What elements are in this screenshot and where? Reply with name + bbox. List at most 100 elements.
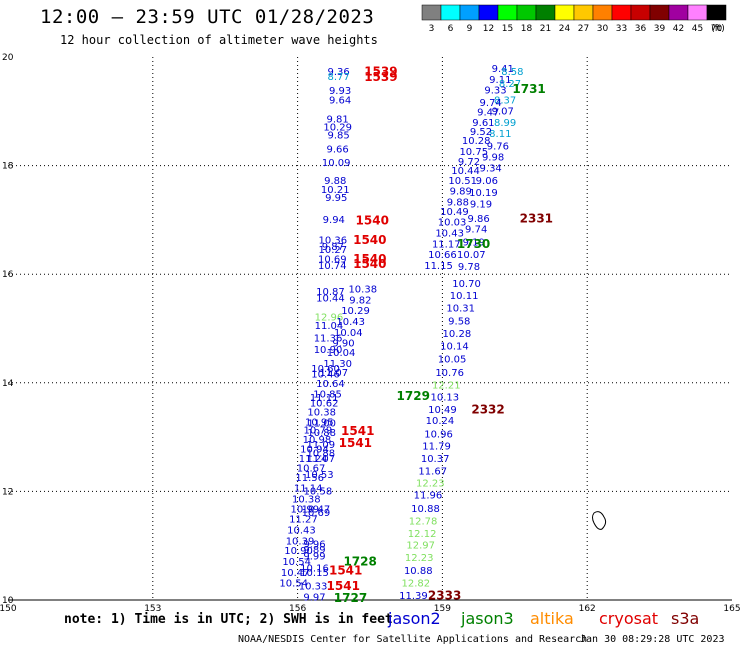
wave-height-label: 9.61 xyxy=(472,118,494,129)
wave-height-label: 9.94 xyxy=(323,215,345,226)
colorbar-label: 12 xyxy=(483,24,494,34)
wave-height-label: 9.96 xyxy=(303,540,325,551)
wave-height-label: 10.94 xyxy=(300,445,329,456)
axis-ticks: 150 153 156 159 162 165 10 12 14 16 18 20 xyxy=(0,53,740,614)
wave-height-label: 10.31 xyxy=(446,303,475,314)
colorbar-label: 39 xyxy=(654,24,666,34)
wave-height-label: 10.79 xyxy=(304,426,333,437)
wave-height-label: 12.96 xyxy=(315,313,344,324)
grid xyxy=(8,57,732,601)
wave-height-label: 10.29 xyxy=(341,306,370,317)
wave-height-label: 10.64 xyxy=(316,379,345,390)
wave-height-label: 8.77 xyxy=(327,72,349,83)
colorbar-swatch xyxy=(440,4,461,21)
track-time-label: 1731 xyxy=(512,82,545,96)
wave-height-label: 10.70 xyxy=(452,279,481,290)
wave-height-label: 11.39 xyxy=(399,591,428,602)
colorbar-label: 21 xyxy=(540,24,551,34)
wave-height-label: 10.09 xyxy=(322,158,351,169)
colorbar-swatch xyxy=(573,4,594,21)
track-labels: 1539153917311540154015401540233117301729… xyxy=(327,65,553,605)
wave-height-label: 8.58 xyxy=(501,67,523,78)
wave-height-label: 8.27 xyxy=(499,79,521,90)
wave-height-label: 9.06 xyxy=(476,176,498,187)
wave-height-label: 9.72 xyxy=(458,157,480,168)
colorbar-swatch xyxy=(668,4,689,21)
track-time-label: 1541 xyxy=(327,579,360,593)
wave-height-label: 9.82 xyxy=(349,295,371,306)
x-tick-label: 165 xyxy=(723,604,740,614)
wave-height-label: 9.52 xyxy=(470,127,492,138)
wave-height-label: 12.23 xyxy=(405,553,434,564)
colorbar-swatch xyxy=(535,4,556,21)
page-subtitle: 12 hour collection of altimeter wave hei… xyxy=(60,33,378,47)
wave-height-label: 9.89 xyxy=(450,187,472,198)
wave-height-label: 8.11 xyxy=(489,129,511,140)
colorbar-label: 27 xyxy=(578,24,589,34)
wave-height-label: 10.99 xyxy=(291,504,320,515)
wave-height-label: 9.97 xyxy=(303,592,325,603)
track-time-label: 1539 xyxy=(364,65,397,79)
wave-height-label: 10.85 xyxy=(313,390,342,401)
x-tick-label: 159 xyxy=(434,604,451,614)
wave-height-label: 11.17 xyxy=(432,239,461,250)
wave-height-label: 11.07 xyxy=(319,368,348,379)
wave-height-label: 10.62 xyxy=(310,398,339,409)
wave-height-label: 11.11 xyxy=(310,393,339,404)
track-time-label: 1729 xyxy=(397,389,430,403)
colorbar-unit: (ft) xyxy=(711,24,725,34)
wave-height-label: 10.54 xyxy=(279,579,308,590)
colorbar-swatch xyxy=(421,4,442,21)
wave-height-label: 10.04 xyxy=(334,328,363,339)
wave-height-label: 10.74 xyxy=(318,261,347,272)
y-tick-label: 16 xyxy=(2,270,14,280)
footer-note: note: 1) Time is in UTC; 2) SWH is in fe… xyxy=(64,612,393,627)
colorbar-swatch xyxy=(706,4,727,21)
y-tick-label: 10 xyxy=(2,596,14,606)
wave-height-label: 11.24 xyxy=(299,454,328,465)
wave-height-label: 11.30 xyxy=(323,359,352,370)
wave-height-label: 10.96 xyxy=(424,429,453,440)
wave-height-label: 10.28 xyxy=(443,329,472,340)
wave-height-label: 9.88 xyxy=(324,176,346,187)
wave-height-label: 10.49 xyxy=(440,207,469,218)
legend-jason2: jason2 xyxy=(388,609,441,628)
wave-height-label: 10.27 xyxy=(319,245,348,256)
wave-height-label: 10.38 xyxy=(292,495,321,506)
footer-stamp: Jan 30 08:29:28 UTC 2023 xyxy=(580,634,725,645)
wave-height-label: 10.76 xyxy=(435,368,464,379)
wave-height-label: 9.99 xyxy=(303,552,325,563)
x-tick-label: 150 xyxy=(0,604,17,614)
wave-height-label: 10.11 xyxy=(450,291,479,302)
wave-height-label: 10.24 xyxy=(426,416,455,427)
colorbar-swatch xyxy=(478,4,499,21)
wave-height-label: 10.60 xyxy=(311,364,340,375)
wave-height-label: 9.07 xyxy=(492,106,514,117)
wave-height-label: 10.66 xyxy=(428,250,457,261)
colorbar-swatch xyxy=(649,4,670,21)
wave-height-label: 10.38 xyxy=(348,284,377,295)
colorbar-label: 45 xyxy=(692,24,703,34)
wave-height-label: 11.00 xyxy=(307,419,336,430)
wave-height-label: 9.88 xyxy=(447,198,469,209)
wave-height-label: 10.36 xyxy=(319,236,348,247)
wave-height-label: 9.87 xyxy=(322,242,344,253)
wave-height-label: 9.19 xyxy=(463,238,485,249)
colorbar-label: 33 xyxy=(616,24,627,34)
wave-height-label: 10.16 xyxy=(300,564,329,575)
y-tick-label: 14 xyxy=(2,379,14,389)
wave-height-label: 12.23 xyxy=(416,478,445,489)
wave-height-label: 10.04 xyxy=(327,348,356,359)
wave-height-label: 10.21 xyxy=(321,185,350,196)
colorbar-swatch xyxy=(516,4,537,21)
wave-height-label: 10.15 xyxy=(300,568,329,579)
wave-height-label: 10.69 xyxy=(318,255,347,266)
wave-height-label: 9.34 xyxy=(480,163,502,174)
wave-height-label: 10.90 xyxy=(284,546,313,557)
track-time-label: 2332 xyxy=(471,402,504,416)
colorbar-swatch xyxy=(611,4,632,21)
wave-height-label: 10.98 xyxy=(303,435,332,446)
wave-height-label: 10.37 xyxy=(421,454,450,465)
wave-height-label: 9.86 xyxy=(467,214,489,225)
